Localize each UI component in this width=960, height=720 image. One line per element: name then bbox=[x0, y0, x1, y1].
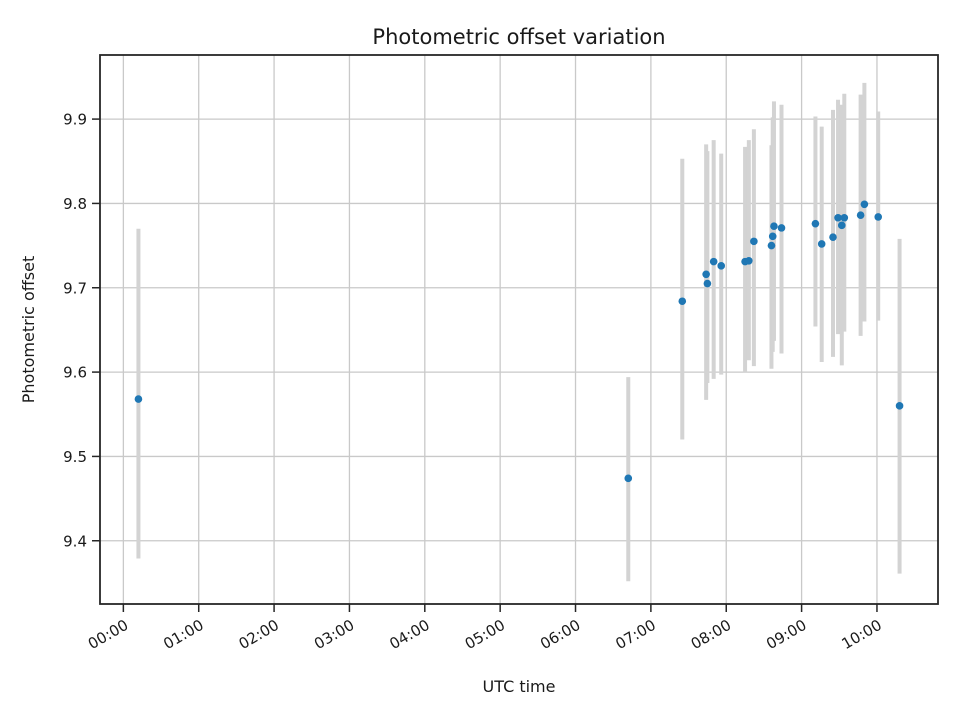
x-tick-label: 00:00 bbox=[85, 616, 131, 653]
y-tick-label: 9.9 bbox=[63, 111, 87, 129]
x-axis-label: UTC time bbox=[483, 677, 556, 696]
data-point bbox=[895, 402, 904, 410]
grid-layer bbox=[100, 55, 938, 604]
plot-border bbox=[99, 54, 939, 605]
data-point bbox=[874, 213, 883, 221]
y-tick-label: 9.4 bbox=[63, 532, 87, 550]
y-tick-label: 9.7 bbox=[63, 279, 87, 297]
data-point bbox=[837, 221, 846, 230]
data-point bbox=[624, 474, 633, 483]
data-point bbox=[768, 232, 777, 241]
x-tick-label: 08:00 bbox=[688, 616, 734, 653]
ticklabel-layer: 00:00 01:00 02:00 03:00 04:00 05:00 06:00 07:00… bbox=[63, 111, 885, 653]
data-point bbox=[840, 213, 849, 222]
x-tick-label: 03:00 bbox=[311, 616, 357, 653]
x-tick-label: 09:00 bbox=[763, 616, 809, 653]
data-point bbox=[709, 257, 718, 266]
data-point bbox=[703, 279, 712, 288]
x-tick-label: 04:00 bbox=[386, 616, 432, 653]
data-point bbox=[678, 297, 687, 306]
x-tick-label: 02:00 bbox=[236, 616, 282, 653]
data-point bbox=[860, 200, 869, 209]
y-axis-label: Photometric offset bbox=[19, 256, 38, 404]
data-point bbox=[717, 262, 726, 270]
data-point bbox=[770, 222, 778, 230]
data-point bbox=[817, 240, 826, 248]
data-point bbox=[134, 395, 143, 403]
data-point bbox=[829, 233, 837, 241]
y-tick-label: 9.8 bbox=[63, 195, 87, 213]
x-tick-label: 05:00 bbox=[462, 616, 508, 653]
x-tick-label: 07:00 bbox=[612, 616, 658, 653]
point-layer bbox=[134, 200, 904, 483]
x-tick-label: 06:00 bbox=[537, 616, 583, 653]
data-point bbox=[777, 224, 786, 232]
data-point bbox=[767, 241, 776, 250]
data-point bbox=[750, 237, 758, 246]
data-point bbox=[811, 219, 820, 228]
y-tick-label: 9.5 bbox=[63, 448, 87, 466]
errorbar-layer bbox=[136, 82, 902, 582]
data-point bbox=[834, 213, 842, 222]
axis-layer bbox=[92, 54, 939, 612]
data-point bbox=[745, 256, 753, 265]
data-point bbox=[702, 270, 710, 279]
x-tick-label: 10:00 bbox=[839, 616, 885, 653]
chart-title: Photometric offset variation bbox=[372, 25, 665, 49]
data-point bbox=[856, 211, 865, 220]
x-tick-label: 01:00 bbox=[160, 616, 206, 653]
y-tick-label: 9.6 bbox=[63, 364, 87, 382]
